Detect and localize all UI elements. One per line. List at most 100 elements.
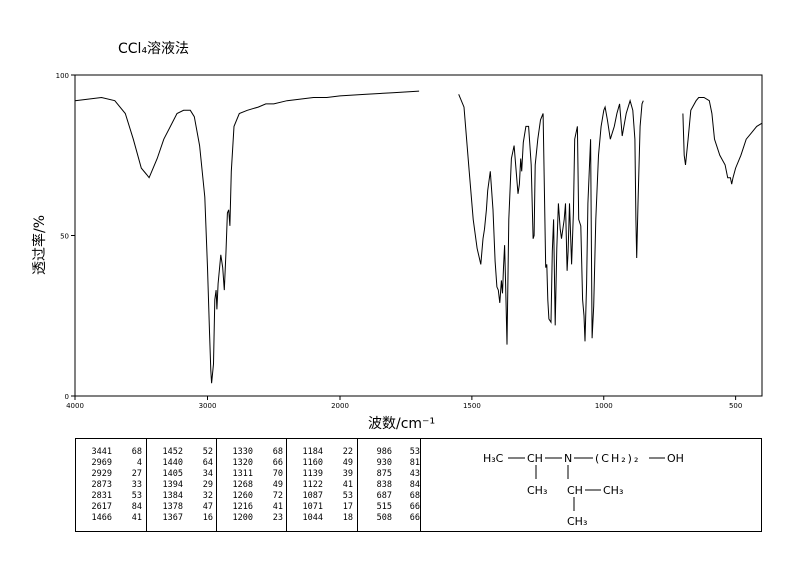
- molecular-structure: H₃C CH N (CH₂)₂ OH CH₃ CH CH₃ CH₃: [483, 452, 684, 528]
- peak-wavenumber: 1320: [232, 458, 253, 468]
- peak-transmittance: 66: [272, 458, 283, 468]
- peak-row: 1384 32: [153, 491, 216, 502]
- peak-transmittance: 68: [409, 491, 420, 501]
- y-tick-label: 50: [60, 233, 69, 241]
- peak-wavenumber: 1200: [232, 513, 253, 523]
- peak-row: 687 68: [364, 491, 420, 502]
- peak-row: 1044 18: [293, 513, 357, 524]
- peak-row: 3441 68: [82, 447, 146, 458]
- peak-transmittance: 64: [202, 458, 213, 468]
- peak-wavenumber: 2831: [91, 491, 112, 501]
- peak-wavenumber: 1071: [302, 502, 323, 512]
- peak-transmittance: 17: [342, 502, 353, 512]
- ir-spectrum-chart: CCl₄溶液法 4000 3000 2000 1500 1000 500 0 50 100 波数…: [31, 41, 763, 432]
- peak-row: 1311 70: [223, 469, 286, 480]
- peak-transmittance: 18: [342, 513, 353, 523]
- y-axis-label: 透过率/%: [31, 215, 48, 275]
- chart-title: CCl₄溶液法: [118, 41, 189, 57]
- h3c-group: H₃C: [483, 452, 504, 465]
- peak-wavenumber: 1452: [162, 447, 183, 457]
- peak-wavenumber: 1466: [91, 513, 112, 523]
- peak-wavenumber: 986: [376, 447, 392, 457]
- spectrum-line: [74, 90, 763, 384]
- ch-group: CH: [567, 484, 583, 497]
- peak-wavenumber: 1122: [302, 480, 323, 490]
- peak-row: 1071 17: [293, 502, 357, 513]
- peak-wavenumber: 2969: [91, 458, 112, 468]
- peak-row: 2969 4: [82, 458, 146, 469]
- peak-wavenumber: 1311: [232, 469, 253, 479]
- n-atom: N: [564, 452, 572, 465]
- peak-row: 1452 52: [153, 447, 216, 458]
- peak-transmittance: 84: [131, 502, 142, 512]
- peak-row: 1378 47: [153, 502, 216, 513]
- peak-wavenumber: 1405: [162, 469, 183, 479]
- peak-wavenumber: 1044: [302, 513, 323, 523]
- x-tick-label: 1500: [463, 402, 481, 410]
- peak-wavenumber: 2617: [91, 502, 112, 512]
- peak-wavenumber: 2929: [91, 469, 112, 479]
- peak-transmittance: 23: [272, 513, 283, 523]
- y-tick-label: 0: [65, 393, 69, 401]
- peak-row: 875 43: [364, 469, 420, 480]
- peak-row: 2873 33: [82, 480, 146, 491]
- ch3-group: CH₃: [527, 484, 547, 497]
- peak-row: 1260 72: [223, 491, 286, 502]
- peak-row: 1367 16: [153, 513, 216, 524]
- x-tick-label: 1000: [595, 402, 613, 410]
- peak-wavenumber: 1260: [232, 491, 253, 501]
- peak-wavenumber: 1087: [302, 491, 323, 501]
- peak-transmittance: 68: [272, 447, 283, 457]
- peak-transmittance: 53: [131, 491, 142, 501]
- peak-wavenumber: 515: [376, 502, 392, 512]
- peak-wavenumber: 1160: [302, 458, 323, 468]
- peak-wavenumber: 838: [376, 480, 392, 490]
- peak-transmittance: 41: [342, 480, 353, 490]
- peak-row: 1440 64: [153, 458, 216, 469]
- peak-transmittance: 52: [202, 447, 213, 457]
- peak-transmittance: 27: [131, 469, 142, 479]
- peak-transmittance: 47: [202, 502, 213, 512]
- peak-row: 1087 53: [293, 491, 357, 502]
- peak-column: 1330 68 1320 66 1311 70 1268 49 1260 72 1216 41 1200…: [217, 439, 287, 531]
- peak-transmittance: 41: [272, 502, 283, 512]
- peak-transmittance: 49: [342, 458, 353, 468]
- peak-transmittance: 49: [272, 480, 283, 490]
- peak-transmittance: 4: [136, 458, 142, 468]
- peak-row: 1320 66: [223, 458, 286, 469]
- peak-wavenumber: 1216: [232, 502, 253, 512]
- peak-row: 1268 49: [223, 480, 286, 491]
- peak-row: 838 84: [364, 480, 420, 491]
- peak-row: 1184 22: [293, 447, 357, 458]
- peak-column: 986 53 930 81 875 43 838 84 687 68 515 66 508 66: [358, 439, 421, 531]
- plot-frame: [74, 74, 763, 397]
- peak-wavenumber: 930: [376, 458, 392, 468]
- peak-wavenumber: 1139: [302, 469, 323, 479]
- peak-column: 1452 52 1440 64 1405 34 1394 29 1384 32 1378 47 1367…: [147, 439, 217, 531]
- peak-wavenumber: 687: [376, 491, 392, 501]
- peak-row: 1330 68: [223, 447, 286, 458]
- peak-row: 1466 41: [82, 513, 146, 524]
- y-tick-label: 100: [56, 72, 69, 80]
- x-tick-label: 500: [729, 402, 742, 410]
- peak-wavenumber: 1378: [162, 502, 183, 512]
- peak-transmittance: 53: [409, 447, 420, 457]
- peak-transmittance: 66: [409, 502, 420, 512]
- peak-row: 930 81: [364, 458, 420, 469]
- peak-wavenumber: 1184: [302, 447, 323, 457]
- peak-wavenumber: 1394: [162, 480, 183, 490]
- ch3-group: CH₃: [567, 515, 587, 528]
- structure-cell: H₃C CH N (CH₂)₂ OH CH₃ CH CH₃ CH₃: [421, 439, 761, 531]
- peak-wavenumber: 1367: [162, 513, 183, 523]
- peak-row: 1200 23: [223, 513, 286, 524]
- peak-transmittance: 34: [202, 469, 213, 479]
- peak-column: 3441 68 2969 4 2929 27 2873 33 2831 53 2617 84 1466 4…: [76, 439, 147, 531]
- peak-table: 3441 68 2969 4 2929 27 2873 33 2831 53 2617 84 1466 4…: [75, 438, 762, 532]
- ch3-group: CH₃: [603, 484, 623, 497]
- peak-transmittance: 22: [342, 447, 353, 457]
- peak-wavenumber: 1384: [162, 491, 183, 501]
- peak-row: 1216 41: [223, 502, 286, 513]
- peak-wavenumber: 3441: [91, 447, 112, 457]
- x-axis-label: 波数/cm⁻¹: [368, 416, 435, 432]
- peak-column: 1184 22 1160 49 1139 39 1122 41 1087 53 1071 17 1044…: [287, 439, 358, 531]
